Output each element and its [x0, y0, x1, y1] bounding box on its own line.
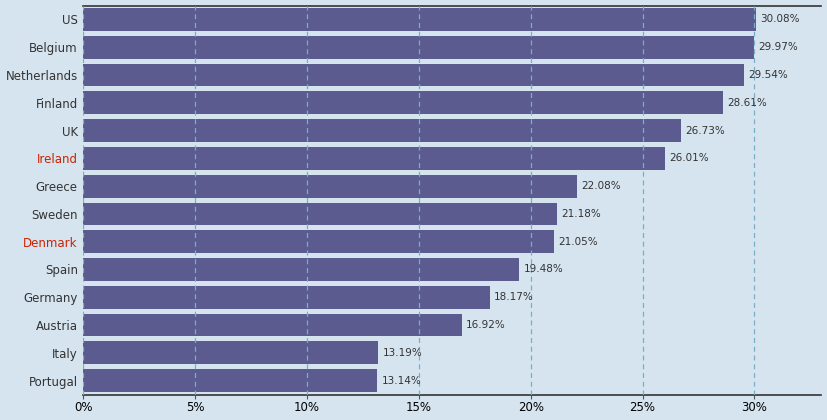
- Bar: [84, 314, 461, 336]
- Bar: [84, 258, 519, 281]
- Text: 29.54%: 29.54%: [748, 70, 788, 80]
- Bar: [84, 92, 724, 114]
- Bar: [84, 175, 577, 197]
- Text: 30.08%: 30.08%: [761, 14, 800, 24]
- Text: 26.01%: 26.01%: [670, 153, 710, 163]
- Bar: [84, 8, 756, 31]
- Bar: [84, 119, 681, 142]
- Text: 21.18%: 21.18%: [562, 209, 601, 219]
- Text: 16.92%: 16.92%: [466, 320, 506, 330]
- Bar: [84, 147, 665, 170]
- Bar: [84, 341, 379, 364]
- Bar: [84, 230, 554, 253]
- Text: 22.08%: 22.08%: [581, 181, 621, 191]
- Text: 19.48%: 19.48%: [523, 265, 563, 275]
- Text: 26.73%: 26.73%: [686, 126, 725, 136]
- Bar: [84, 63, 744, 87]
- Text: 29.97%: 29.97%: [758, 42, 798, 52]
- Text: 13.14%: 13.14%: [382, 375, 422, 386]
- Bar: [84, 286, 490, 309]
- Bar: [84, 369, 377, 392]
- Text: 21.05%: 21.05%: [559, 237, 598, 247]
- Bar: [84, 36, 753, 59]
- Text: 18.17%: 18.17%: [495, 292, 534, 302]
- Bar: [84, 202, 557, 225]
- Text: 28.61%: 28.61%: [728, 98, 767, 108]
- Text: 13.19%: 13.19%: [383, 348, 423, 358]
